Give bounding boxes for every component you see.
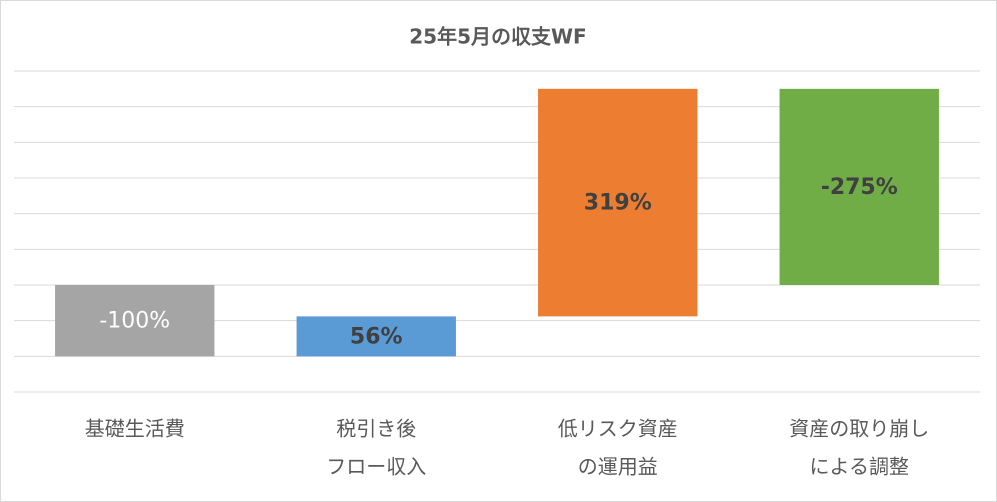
bar <box>296 316 456 357</box>
x-tick-label: 基礎生活費 <box>85 417 185 441</box>
value-label: 319% <box>584 191 652 216</box>
bar <box>779 88 939 285</box>
value-label: -275% <box>821 175 898 200</box>
x-tick-label: 資産の取り崩し <box>789 417 929 441</box>
bar <box>55 285 215 357</box>
value-label: 56% <box>350 324 403 349</box>
x-tick-label: による調整 <box>810 455 909 479</box>
x-tick-label: 税引き後 <box>336 417 416 441</box>
chart-title: 25年5月の収支WF <box>409 25 586 49</box>
x-tick-label: 低リスク資産 <box>558 417 678 441</box>
bar <box>538 88 698 317</box>
x-tick-label: フロー収入 <box>326 455 426 479</box>
value-label: -100% <box>99 309 170 334</box>
x-tick-label: の運用益 <box>578 455 658 479</box>
